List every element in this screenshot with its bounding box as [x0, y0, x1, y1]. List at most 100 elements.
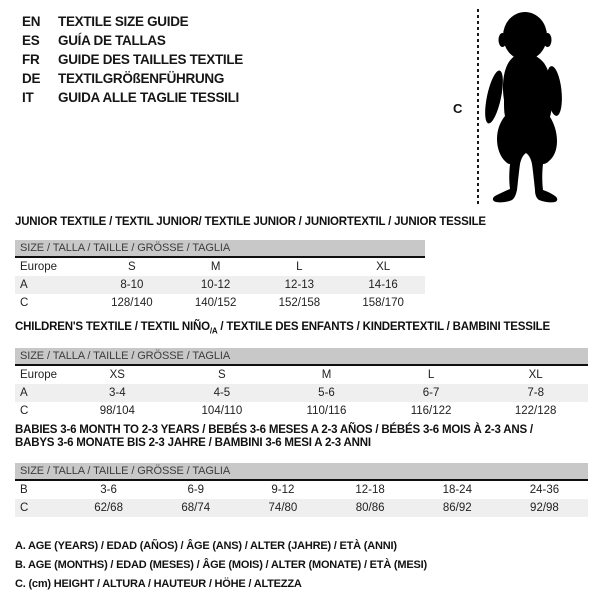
size-value-cell: 86/92	[442, 502, 472, 514]
size-value-cell: XL	[528, 369, 543, 382]
size-value-cell: 98/104	[99, 405, 135, 418]
size-table: B 3-6 6-9 9-12 12-18 18-24 24-36 C 62/68 68/74 74/…	[15, 481, 588, 517]
language-row-es: ES GUÍA DE TALLAS	[22, 31, 243, 50]
row-label: A	[20, 387, 28, 400]
row-label: C	[20, 502, 29, 514]
baby-silhouette-icon	[485, 12, 562, 203]
legend-note: A. AGE (YEARS) / EDAD (AÑOS) / ÂGE (ANS)…	[15, 540, 397, 552]
size-value-cell: 3-6	[100, 484, 117, 496]
size-value-cell: XS	[109, 369, 125, 382]
language-code: FR	[22, 52, 40, 67]
size-table: Europe XS S M L XL A 3-4 4-5 5-6 6-7 7-8 C 98/104 104/…	[15, 366, 588, 420]
guide-title: GUIDA ALLE TAGLIE TESSILI	[58, 90, 239, 105]
size-value-cell: 80/86	[355, 502, 385, 514]
heading-text: CHILDREN'S TEXTILE / TEXTIL NIÑO	[15, 321, 210, 333]
size-value-cell: 10-12	[200, 279, 231, 291]
size-table: Europe S M L XL A 8-10 10-12 12-13 14-16 C 128/140 1…	[15, 258, 425, 312]
size-value-cell: 116/122	[410, 405, 452, 418]
size-value-cell: S	[218, 369, 226, 382]
size-value-cell: 110/116	[306, 405, 347, 418]
size-header-bar: SIZE / TALLA / TAILLE / GRÖSSE / TAGLIA	[15, 348, 588, 367]
row-label: Europe	[20, 261, 58, 273]
size-value-cell: 104/110	[201, 405, 243, 418]
size-value-cell: 7-8	[527, 387, 544, 400]
section-heading-line: JUNIOR TEXTILE / TEXTIL JUNIOR/ TEXTILE …	[15, 216, 486, 229]
table-row-a: A 8-10 10-12 12-13 14-16	[15, 276, 425, 294]
size-value-cell: 6-9	[187, 484, 205, 496]
size-value-cell: 8-10	[120, 279, 144, 291]
section-childrens-textile: CHILDREN'S TEXTILE / TEXTIL NIÑO/A / TEX…	[15, 321, 588, 420]
language-row-en: EN TEXTILE SIZE GUIDE	[22, 12, 243, 31]
size-value-cell: L	[296, 261, 303, 273]
table-row-c: C 128/140 140/152 152/158 158/170	[15, 294, 425, 312]
section-babies-textile: BABIES 3-6 MONTH TO 2-3 YEARS / BEBÉS 3-…	[15, 424, 588, 517]
size-value-cell: 9-12	[271, 484, 295, 496]
guide-title: GUÍA DE TALLAS	[58, 33, 166, 48]
legend-note: C. (cm) HEIGHT / ALTURA / HAUTEUR / HÖHE…	[15, 578, 302, 590]
size-value-cell: 92/98	[530, 502, 559, 514]
size-value-cell: 24-36	[529, 484, 560, 496]
heading-text: BABIES 3-6 MONTH TO 2-3 YEARS / BEBÉS 3-…	[15, 424, 533, 436]
size-value-cell: 122/128	[514, 405, 557, 418]
section-heading: JUNIOR TEXTILE / TEXTIL JUNIOR/ TEXTILE …	[15, 216, 486, 229]
section-heading-line: CHILDREN'S TEXTILE / TEXTIL NIÑO/A / TEX…	[15, 321, 588, 337]
legend-notes: A. AGE (YEARS) / EDAD (AÑOS) / ÂGE (ANS)…	[15, 537, 427, 594]
table-row-europe: Europe XS S M L XL	[15, 366, 588, 384]
language-title-list: EN TEXTILE SIZE GUIDE ES GUÍA DE TALLAS FR GU…	[22, 12, 243, 107]
size-value-cell: 14-16	[368, 279, 398, 291]
table-row-europe: Europe S M L XL	[15, 258, 425, 276]
section-heading: BABIES 3-6 MONTH TO 2-3 YEARS / BEBÉS 3-…	[15, 424, 588, 450]
row-label: C	[20, 297, 29, 309]
size-value-cell: L	[427, 369, 435, 382]
size-value-cell: 4-5	[213, 387, 231, 400]
size-value-cell: 128/140	[111, 297, 153, 309]
table-row-b: B 3-6 6-9 9-12 12-18 18-24 24-36	[15, 481, 588, 499]
row-label: B	[20, 484, 28, 496]
size-header-bar: SIZE / TALLA / TAILLE / GRÖSSE / TAGLIA	[15, 240, 425, 258]
size-value-cell: 3-4	[108, 387, 126, 400]
size-value-cell: 140/152	[194, 297, 237, 309]
table-row-c: C 62/68 68/74 74/80 80/86 86/92 92/98	[15, 499, 588, 517]
section-heading-line: BABIES 3-6 MONTH TO 2-3 YEARS / BEBÉS 3-…	[15, 424, 588, 437]
section-heading: CHILDREN'S TEXTILE / TEXTIL NIÑO/A / TEX…	[15, 321, 588, 337]
language-code: IT	[22, 90, 34, 105]
heading-subscript: /A	[209, 326, 218, 336]
size-value-cell: 6-7	[422, 387, 440, 400]
size-value-cell: S	[128, 261, 136, 273]
heading-text: / TEXTILE DES ENFANTS / KINDERTEXTIL / B…	[217, 321, 550, 333]
language-row-de: DE TEXTILGRÖßENFÜHRUNG	[22, 69, 243, 88]
language-row-fr: FR GUIDE DES TAILLES TEXTILE	[22, 50, 243, 69]
language-code: ES	[22, 33, 40, 48]
size-value-cell: M	[210, 261, 221, 273]
size-value-cell: 5-6	[318, 387, 335, 400]
size-value-cell: 12-18	[355, 484, 385, 496]
height-measure-label: C	[453, 101, 463, 116]
size-value-cell: 62/68	[94, 502, 123, 514]
section-heading-line: BABYS 3-6 MONATE BIS 2-3 JAHRE / BAMBINI…	[15, 437, 588, 450]
table-row-c: C 98/104 104/110 110/116 116/122 122/128	[15, 402, 588, 420]
language-row-it: IT GUIDA ALLE TAGLIE TESSILI	[22, 88, 243, 107]
size-value-cell: 68/74	[181, 502, 211, 514]
row-label: A	[20, 279, 28, 291]
height-dashed-line	[477, 9, 479, 206]
guide-title: TEXTILGRÖßENFÜHRUNG	[58, 71, 225, 86]
language-code: DE	[22, 71, 41, 86]
guide-title: GUIDE DES TAILLES TEXTILE	[58, 52, 244, 67]
row-label: C	[20, 405, 29, 418]
row-label: Europe	[20, 369, 58, 382]
size-header-bar: SIZE / TALLA / TAILLE / GRÖSSE / TAGLIA	[15, 463, 588, 481]
size-value-cell: 158/170	[362, 297, 404, 309]
size-value-cell: 152/158	[278, 297, 321, 309]
section-junior-textile: JUNIOR TEXTILE / TEXTIL JUNIOR/ TEXTILE …	[15, 216, 486, 312]
table-row-a: A 3-4 4-5 5-6 6-7 7-8	[15, 384, 588, 403]
size-value-cell: 12-13	[284, 279, 315, 291]
guide-title: TEXTILE SIZE GUIDE	[58, 14, 189, 29]
heading-text: JUNIOR TEXTILE / TEXTIL JUNIOR/ TEXTILE …	[15, 216, 486, 228]
size-value-cell: 18-24	[442, 484, 472, 496]
size-value-cell: 74/80	[268, 502, 298, 514]
size-value-cell: M	[321, 369, 332, 382]
size-value-cell: XL	[376, 261, 391, 273]
legend-note: B. AGE (MONTHS) / EDAD (MESES) / ÂGE (MO…	[15, 559, 427, 571]
language-code: EN	[22, 14, 41, 29]
